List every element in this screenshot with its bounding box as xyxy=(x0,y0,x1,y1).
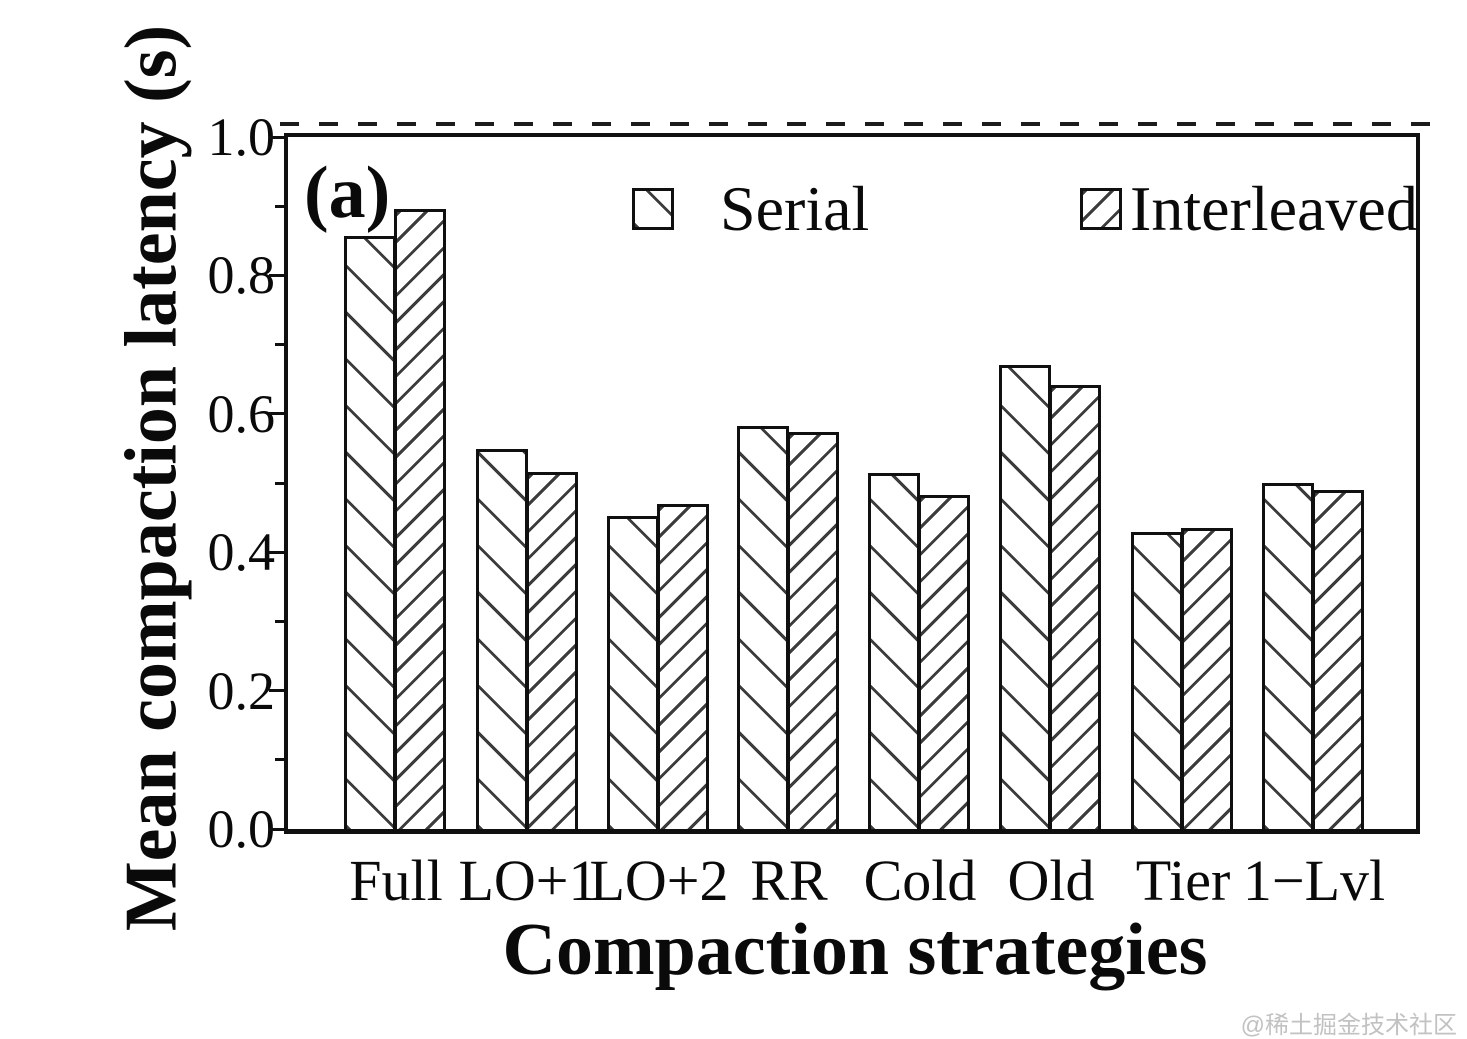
interleaved-hatch-swatch-icon xyxy=(1080,188,1122,230)
legend-label-serial: Serial xyxy=(720,173,870,244)
x-tick-label-1−lvl: 1−Lvl xyxy=(1242,848,1386,913)
top-dashed-line xyxy=(280,122,1446,126)
bar-interleaved-cold xyxy=(918,495,970,829)
y-tick-mark xyxy=(269,412,284,416)
bar-interleaved-1−lvl xyxy=(1312,490,1364,829)
y-tick-mark xyxy=(269,135,284,139)
y-minor-tick-mark xyxy=(275,204,284,208)
y-tick-label-1.0: 1.0 xyxy=(207,107,276,167)
y-tick-label-0.8: 0.8 xyxy=(207,245,276,306)
bar-interleaved-tier xyxy=(1181,528,1233,829)
bar-interleaved-rr xyxy=(787,432,839,829)
y-tick-label-0.4: 0.4 xyxy=(207,522,276,583)
bar-serial-lo+2 xyxy=(607,516,659,829)
watermark: @稀土掘金技术社区 xyxy=(1240,1012,1457,1039)
y-minor-tick-mark xyxy=(275,481,284,485)
bar-interleaved-full xyxy=(394,209,446,829)
panel-label: (a) xyxy=(304,152,391,234)
bar-interleaved-old xyxy=(1049,385,1101,829)
y-minor-tick-mark xyxy=(275,758,284,762)
y-tick-mark xyxy=(269,827,284,831)
x-tick-label-lo+2: LO+2 xyxy=(589,848,729,913)
y-minor-tick-mark xyxy=(275,343,284,347)
x-tick-label-full: Full xyxy=(349,848,443,913)
y-tick-mark xyxy=(269,273,284,277)
bar-serial-cold xyxy=(868,473,920,829)
legend-label-interleaved: Interleaved xyxy=(1130,173,1418,244)
y-tick-mark xyxy=(269,689,284,693)
x-tick-label-lo+1: LO+1 xyxy=(458,848,598,913)
y-tick-label-0.2: 0.2 xyxy=(207,660,276,721)
bar-interleaved-lo+2 xyxy=(657,504,709,829)
y-tick-label-0.0: 0.0 xyxy=(207,799,276,859)
bar-serial-1−lvl xyxy=(1262,483,1314,829)
y-tick-mark xyxy=(269,550,284,554)
bar-interleaved-lo+1 xyxy=(526,472,578,829)
y-minor-tick-mark xyxy=(275,619,284,623)
bar-serial-rr xyxy=(737,426,789,829)
serial-hatch-swatch-icon xyxy=(632,188,674,230)
x-tick-label-tier: Tier xyxy=(1135,848,1231,913)
x-tick-label-cold: Cold xyxy=(863,848,977,913)
bar-serial-full xyxy=(344,236,396,829)
x-tick-label-rr: RR xyxy=(750,848,828,913)
x-axis-title: Compaction strategies xyxy=(502,909,1208,991)
bar-serial-lo+1 xyxy=(476,449,528,829)
plot-area: (a) Serial Interleaved xyxy=(284,133,1420,834)
x-tick-label-old: Old xyxy=(1007,848,1095,913)
bar-serial-tier xyxy=(1131,532,1183,829)
y-tick-label-0.6: 0.6 xyxy=(207,383,276,444)
bar-serial-old xyxy=(999,365,1051,829)
